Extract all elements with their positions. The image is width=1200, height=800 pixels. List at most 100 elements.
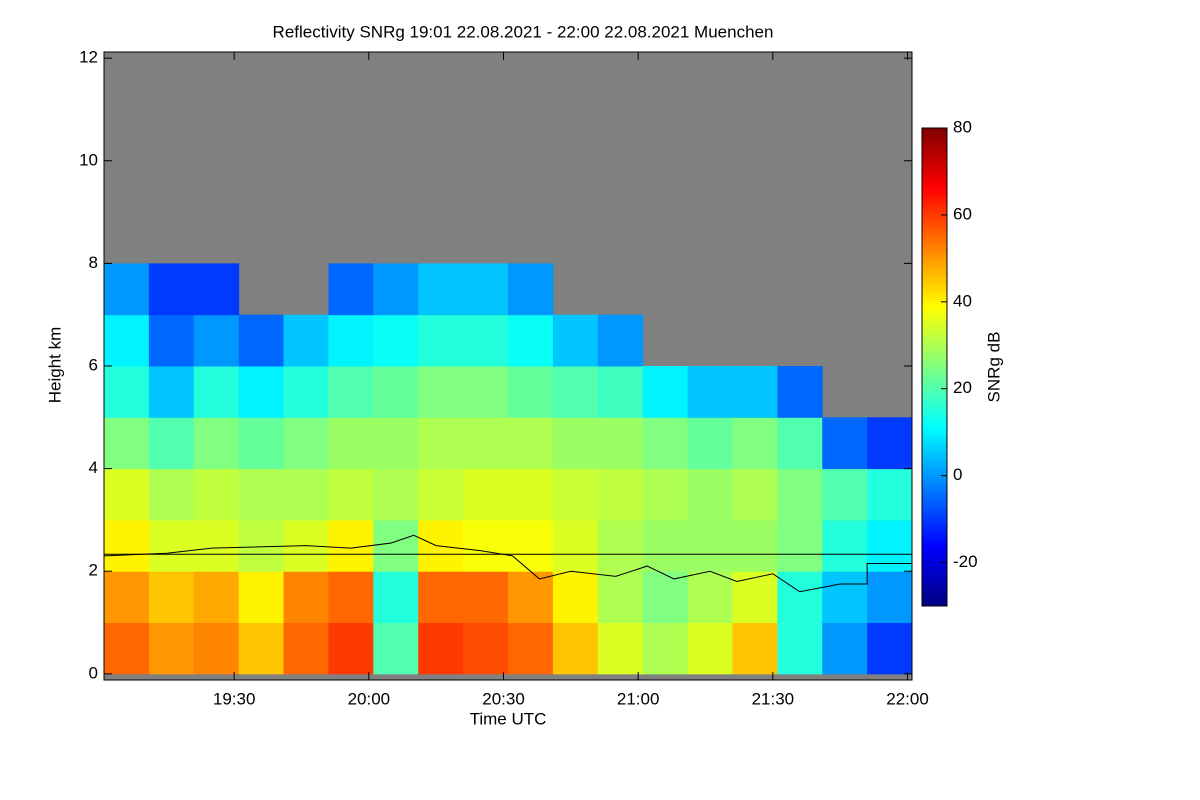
y-tick-label: 0 [89, 663, 98, 682]
heatmap-cell [104, 468, 150, 521]
heatmap-cell [867, 622, 913, 675]
heatmap-cell [552, 519, 599, 572]
heatmap-cell [732, 571, 778, 624]
heatmap-cell [732, 468, 778, 521]
heatmap-cell [193, 519, 240, 572]
heatmap-cell [373, 366, 419, 418]
heatmap-cell [418, 571, 464, 624]
heatmap-cell [687, 468, 733, 521]
x-tick-label: 20:30 [482, 689, 525, 708]
boundary-line [103, 534, 912, 593]
heatmap-cell [597, 571, 644, 624]
heatmap-cell [642, 417, 689, 470]
heatmap-cell [193, 622, 240, 675]
heatmap-cell [508, 366, 554, 418]
heatmap-cell [148, 519, 195, 572]
heatmap-cell [418, 468, 464, 521]
heatmap-cell [328, 622, 374, 675]
heatmap-cell [642, 468, 689, 521]
heatmap-cell [463, 314, 509, 367]
heatmap-cell [283, 622, 329, 675]
heatmap-cell [508, 468, 554, 521]
heatmap-cell [867, 417, 913, 470]
x-axis-label: Time UTC [470, 709, 547, 728]
heatmap-cell [148, 314, 195, 367]
y-axis-label: Height km [45, 327, 64, 404]
heatmap-cell [552, 417, 599, 470]
heatmap-cell [193, 468, 240, 521]
heatmap-cell [552, 366, 599, 418]
heatmap-cell [777, 622, 823, 675]
heatmap-cell [508, 417, 554, 470]
heatmap-cell [148, 263, 195, 316]
heatmap-cell [373, 519, 419, 572]
heatmap-cell [777, 519, 823, 572]
heatmap-cell [463, 622, 509, 675]
heatmap-cell [373, 622, 419, 675]
y-tick-label: 8 [89, 253, 98, 272]
heatmap-cell [777, 417, 823, 470]
colorbar-tick-label: 40 [953, 291, 972, 310]
heatmap-cell [328, 571, 374, 624]
heatmap-cell [148, 417, 195, 470]
heatmap-cell [104, 366, 150, 418]
y-tick-label: 12 [79, 48, 98, 67]
heatmap-cell [418, 366, 464, 418]
heatmap-cell [463, 263, 509, 316]
heatmap-cell [732, 519, 778, 572]
heatmap-cell [193, 571, 240, 624]
heatmap-cell [732, 366, 778, 418]
y-tick-label: 6 [89, 355, 98, 374]
heatmap-cell [642, 366, 689, 418]
heatmap-cell [283, 571, 329, 624]
heatmap-cell [104, 417, 150, 470]
heatmap-cell [777, 366, 823, 418]
heatmap-cell [418, 417, 464, 470]
heatmap-cell [552, 622, 599, 675]
heatmap-cell [597, 366, 644, 418]
heatmap-cell [822, 417, 868, 470]
x-tick-label: 20:00 [348, 689, 391, 708]
colorbar-tick-label: 0 [953, 465, 962, 484]
heatmap-cell [328, 314, 374, 367]
heatmap-cell [238, 417, 285, 470]
heatmap-cell [148, 622, 195, 675]
colorbar-label: SNRg dB [984, 332, 1003, 403]
colorbar [921, 127, 948, 607]
heatmap-cell [642, 622, 689, 675]
heatmap-cell [463, 468, 509, 521]
heatmap-cell [687, 417, 733, 470]
heatmap-cell [508, 263, 554, 316]
heatmap-cell [104, 519, 150, 572]
heatmap-cell [193, 417, 240, 470]
heatmap-cell [687, 571, 733, 624]
heatmap-cell [642, 519, 689, 572]
chart-title: Reflectivity SNRg 19:01 22.08.2021 - 22:… [273, 22, 774, 41]
heatmap-cell [193, 263, 240, 316]
heatmap-cell [193, 314, 240, 367]
heatmap-cell [283, 366, 329, 418]
heatmap-cell [463, 519, 509, 572]
heatmap-cell [732, 622, 778, 675]
heatmap-cell [822, 468, 868, 521]
colorbar-tick-label: 80 [953, 117, 972, 136]
heatmap-cell [822, 519, 868, 572]
heatmap-cell [148, 366, 195, 418]
heatmap-cell [687, 519, 733, 572]
heatmap-cell [238, 519, 285, 572]
heatmap-cell [238, 314, 285, 367]
heatmap-cell [687, 622, 733, 675]
heatmap-cell [552, 571, 599, 624]
heatmap-cell [508, 571, 554, 624]
heatmap-cell [552, 314, 599, 367]
heatmap-cell [104, 263, 150, 316]
y-tick-label: 2 [89, 561, 98, 580]
heatmap-cell [597, 622, 644, 675]
heatmap-cell [328, 468, 374, 521]
heatmap-cell [373, 417, 419, 470]
heatmap-cell [508, 314, 554, 367]
heatmap-cell [238, 571, 285, 624]
heatmap-cell [148, 571, 195, 624]
heatmap-cell [328, 417, 374, 470]
heatmap-cell [687, 366, 733, 418]
